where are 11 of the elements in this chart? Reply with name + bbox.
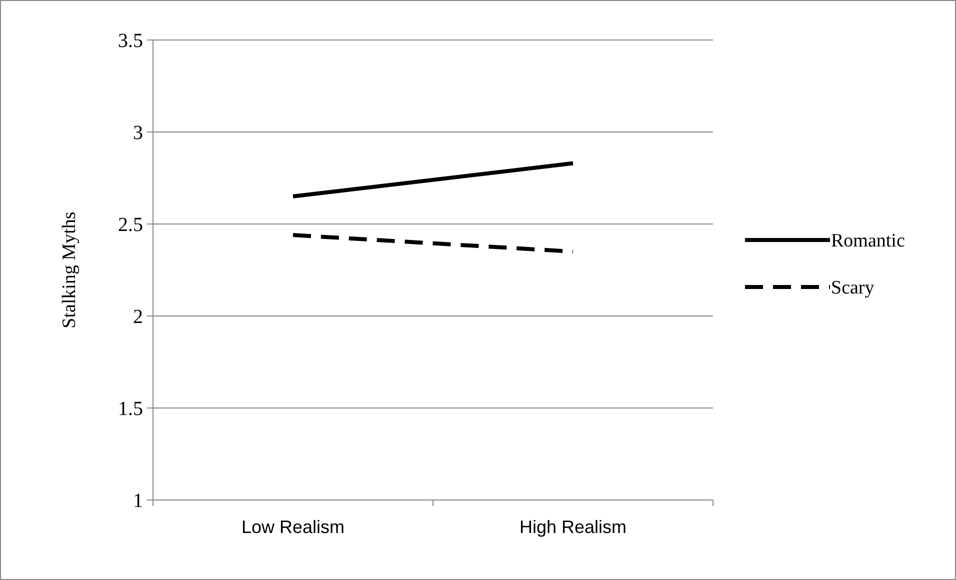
y-tick-label: 1.5 [118,398,143,420]
y-tick-label: 1 [133,490,143,512]
y-axis-title: Stalking Myths [59,212,80,328]
y-tick-label: 2.5 [118,214,143,236]
legend-label: Scary [831,278,875,299]
x-tick-label: Low Realism [241,517,345,537]
y-tick-label: 2 [133,306,143,328]
x-tick-label: High Realism [519,517,627,537]
y-tick-label: 3.5 [118,30,143,52]
y-tick-label: 3 [133,122,143,144]
legend-label: Romantic [831,230,905,252]
